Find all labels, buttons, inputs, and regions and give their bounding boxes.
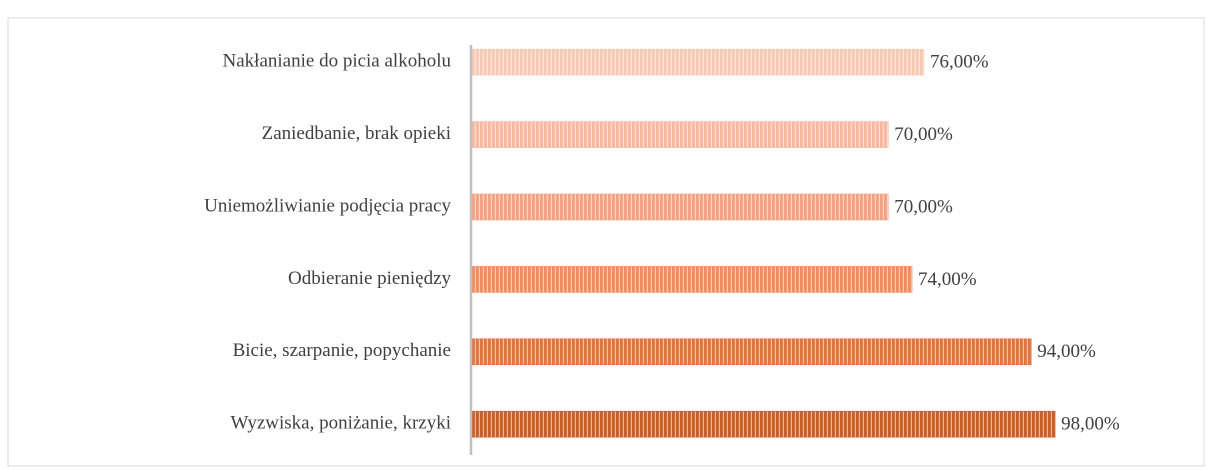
bar — [470, 410, 1056, 438]
data-label: 74,00% — [918, 269, 977, 290]
chart-frame — [7, 17, 1205, 467]
bar — [470, 121, 889, 148]
y-tick-label: Zaniedbanie, brak opieki — [262, 123, 451, 144]
bar — [470, 48, 925, 76]
bar — [470, 193, 889, 221]
data-label: 98,00% — [1061, 414, 1120, 435]
y-tick-label: Uniemożliwianie podjęcia pracy — [204, 195, 451, 216]
data-label: 94,00% — [1037, 341, 1096, 362]
y-tick-label: Wyzwiska, poniżanie, krzyki — [231, 413, 451, 434]
y-tick-label: Odbieranie pieniędzy — [288, 268, 452, 289]
y-tick-label: Nakłanianie do picia alkoholu — [223, 51, 452, 72]
data-label: 70,00% — [894, 124, 953, 145]
y-tick-label: Bicie, szarpanie, popychanie — [233, 340, 451, 361]
bar — [470, 266, 913, 293]
data-label: 70,00% — [894, 196, 953, 217]
data-label: 76,00% — [930, 52, 989, 73]
bar — [470, 338, 1032, 366]
